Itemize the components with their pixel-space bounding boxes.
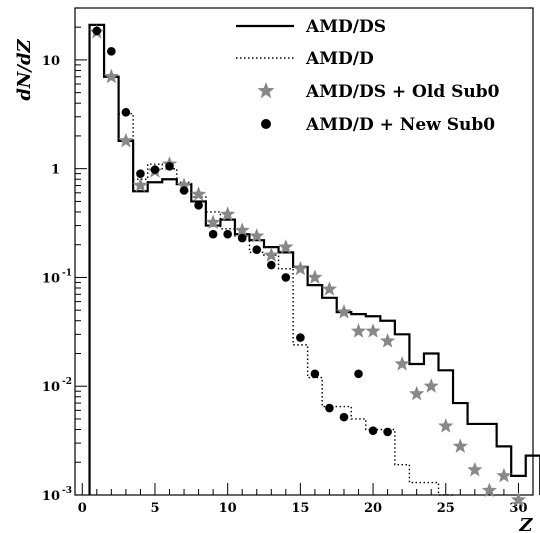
star-point [132,177,149,192]
circle-point [266,260,276,270]
y-tick-label: 10 [42,54,60,69]
y-axis-label: dN/dZ [14,38,35,100]
x-tick-label: 20 [364,501,382,516]
plot-frame [74,7,534,496]
star-point [336,304,352,319]
star-point [103,68,119,84]
star-point [423,378,439,393]
circle-point [296,333,305,342]
legend: AMD/DS AMD/D AMD/DS + Old Sub0 AMD/D + New … [236,17,500,135]
star-point [263,247,279,262]
series-line-amd-d [88,24,454,496]
x-tick-label: 10 [219,501,237,516]
x-axis-label: Z [518,515,533,533]
star-point [307,269,323,284]
circle-point [310,369,320,379]
x-tick-label: 15 [291,501,309,516]
series-line-amd-ds [88,23,540,495]
axis-ticks [75,7,519,496]
star-point [220,206,236,221]
star-point [190,186,207,201]
circle-point [354,369,363,379]
circle-point [92,26,102,36]
y-tick-exponent: -2 [62,377,72,387]
y-tick-label: 10 [42,380,60,395]
star-point [510,491,527,507]
star-point [409,385,425,401]
circle-point [107,46,116,56]
star-point [452,438,468,453]
star-point [350,323,367,338]
legend-label: AMD/DS [305,17,386,37]
circle-point [194,201,203,210]
x-tick-label: 30 [509,501,527,516]
circle-point [237,233,247,243]
star-point [118,132,134,148]
star-point [467,461,483,477]
circle-point [121,107,131,117]
circle-point [325,403,334,413]
legend-label: AMD/DS + Old Sub0 [305,82,500,102]
y-tick-label: 10 [42,489,60,504]
star-point [496,467,512,483]
y-tick-exponent: -3 [62,486,72,496]
star-point [481,482,497,497]
star-point [379,333,396,348]
series-layer [88,23,540,507]
star-point [438,418,454,433]
circle-point [165,162,174,171]
x-tick-label: 25 [437,501,455,516]
star-point [321,281,338,296]
y-tick-label: 1 [51,163,60,178]
circle-point [150,165,160,174]
star-point [249,228,265,243]
star-point [365,323,381,338]
circle-point [383,427,392,437]
x-tick-label: 0 [78,501,87,516]
circle-point [136,169,145,178]
circle-point [179,186,189,195]
star-point [176,177,192,192]
star-point [292,260,308,276]
legend-swatch-star [257,82,275,99]
star-point [278,239,294,254]
legend-label: AMD/D [305,49,374,69]
legend-label: AMD/D + New Sub0 [305,115,495,135]
star-point [205,214,221,229]
circle-point [208,229,218,239]
circle-point [368,426,378,436]
circle-point [223,229,232,239]
star-point [234,222,250,237]
circle-point [339,412,349,422]
y-tick-exponent: -1 [62,268,72,278]
circle-point [281,273,291,282]
x-tick-label: 5 [150,501,159,516]
y-tick-label: 10 [42,271,60,286]
legend-swatch-circle [261,119,271,129]
star-point [394,356,410,371]
circle-point [252,245,262,254]
